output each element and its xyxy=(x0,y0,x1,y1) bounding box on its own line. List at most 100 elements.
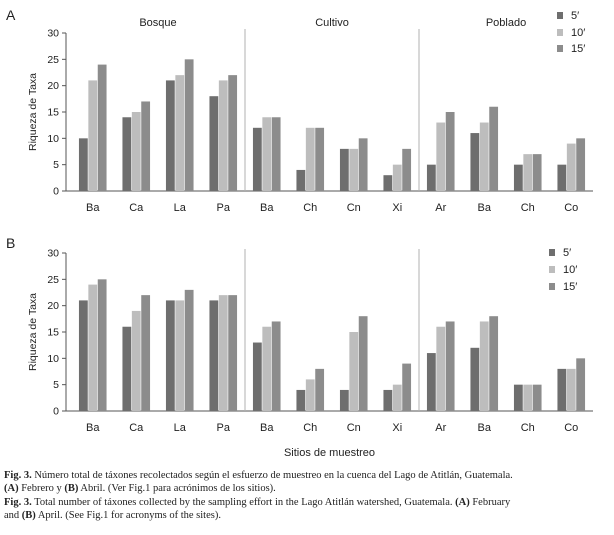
bar xyxy=(489,106,499,191)
bar xyxy=(436,122,446,191)
bar xyxy=(122,326,132,411)
x-tick-label: Ch xyxy=(521,422,535,434)
bar xyxy=(131,112,141,191)
bar xyxy=(479,321,489,411)
y-axis-title: Riqueza de Taxa xyxy=(27,293,39,371)
caption-es-b: (B) xyxy=(64,483,79,495)
legend-entry: 5′ xyxy=(563,247,571,259)
bar xyxy=(402,148,412,191)
figure-canvas: A 0 5 10 15 20 25 30 Riqueza de Taxa Bosque Cultiv… xyxy=(6,7,593,459)
legend-entry: 10′ xyxy=(571,27,585,39)
bar xyxy=(165,80,175,191)
group-label: Poblado xyxy=(486,17,526,29)
x-tick-label: Co xyxy=(564,202,578,214)
bar xyxy=(470,347,480,411)
bar xyxy=(78,300,88,411)
legend-swatch xyxy=(557,29,563,36)
bar xyxy=(218,80,228,191)
caption-es-text-1: Número total de táxones recolectados seg… xyxy=(31,470,513,481)
y-tick-label: 25 xyxy=(47,54,59,66)
caption-en-a: (A) xyxy=(455,496,470,508)
bar xyxy=(296,389,306,411)
x-axis-title: Sitios de muestreo xyxy=(284,447,375,459)
x-tick-label: Ch xyxy=(303,422,317,434)
bar xyxy=(566,143,576,191)
bar xyxy=(252,127,262,191)
legend-entry: 15′ xyxy=(563,281,577,293)
bar xyxy=(557,164,567,191)
bar xyxy=(305,379,315,411)
chart-panel-b: B 0 5 10 15 20 25 30 Riqueza de Taxa Ba Ca La Pa Ba Ch… xyxy=(6,235,593,459)
y-tick-label: 25 xyxy=(47,274,59,286)
bar xyxy=(305,127,315,191)
bar xyxy=(209,300,219,411)
group-label: Bosque xyxy=(139,17,176,29)
caption-es-a: (A) xyxy=(4,483,19,495)
bar xyxy=(175,300,185,411)
bar xyxy=(315,127,325,191)
legend-swatch xyxy=(549,266,555,273)
caption-en-line-2: and (B) April. (See Fig.1 for acronyms o… xyxy=(4,509,610,522)
bar xyxy=(97,279,107,411)
bar xyxy=(97,64,107,191)
caption-es-line-2: (A) Febrero y (B) Abril. (Ver Fig.1 para… xyxy=(4,482,610,495)
bar xyxy=(489,316,499,411)
bar xyxy=(252,342,262,411)
bar xyxy=(228,295,238,411)
bar xyxy=(339,389,349,411)
chart-panel-a: A 0 5 10 15 20 25 30 Riqueza de Taxa Bosque Cultiv… xyxy=(6,7,593,214)
bar xyxy=(131,310,141,411)
bar xyxy=(566,368,576,411)
y-tick-label: 0 xyxy=(53,186,59,198)
bar xyxy=(557,368,567,411)
bar xyxy=(358,316,368,411)
bar xyxy=(122,117,132,191)
x-tick-label: Co xyxy=(564,422,578,434)
x-tick-label: Pa xyxy=(217,202,231,214)
x-tick-label: Ar xyxy=(435,202,446,214)
bar xyxy=(209,96,219,191)
bar xyxy=(218,295,228,411)
x-tick-label: Ba xyxy=(86,202,100,214)
legend-swatch xyxy=(549,249,555,256)
bar xyxy=(339,148,349,191)
x-tick-label: Xi xyxy=(392,202,402,214)
x-tick-label: Ba xyxy=(478,202,492,214)
bar xyxy=(262,326,272,411)
y-tick-label: 30 xyxy=(47,248,59,260)
bar xyxy=(184,289,194,411)
bar xyxy=(513,384,523,411)
bar xyxy=(349,332,359,411)
bar xyxy=(392,384,402,411)
bar xyxy=(426,353,436,411)
x-tick-label: Ch xyxy=(521,202,535,214)
bar xyxy=(392,164,402,191)
bar xyxy=(383,389,393,411)
bar xyxy=(296,169,306,191)
caption-en-text-3: and xyxy=(4,510,22,522)
bar xyxy=(470,133,480,191)
y-tick-label: 5 xyxy=(53,159,59,171)
bar xyxy=(271,321,281,411)
caption-en-b: (B) xyxy=(21,510,36,522)
x-tick-label: Ba xyxy=(478,422,492,434)
panel-letter-b: B xyxy=(6,235,15,251)
y-tick-label: 10 xyxy=(47,133,59,145)
x-tick-label: Ch xyxy=(303,202,317,214)
panel-letter-a: A xyxy=(6,7,16,23)
x-tick-label: Pa xyxy=(217,422,231,434)
bar xyxy=(402,363,412,411)
bar xyxy=(141,295,151,411)
bar xyxy=(141,101,151,191)
y-tick-label: 0 xyxy=(53,406,59,418)
y-tick-label: 15 xyxy=(47,327,59,339)
caption-en-line-1: Fig. 3. Total number of táxones collecte… xyxy=(4,496,610,509)
bar xyxy=(445,112,455,191)
bar xyxy=(88,284,98,411)
x-tick-label: Ca xyxy=(129,202,144,214)
bar xyxy=(513,164,523,191)
caption-es-text-2: Febrero y xyxy=(18,483,65,495)
y-tick-label: 20 xyxy=(47,300,59,312)
legend-swatch xyxy=(557,45,563,52)
figure-caption: Fig. 3. Número total de táxones recolect… xyxy=(4,469,610,523)
